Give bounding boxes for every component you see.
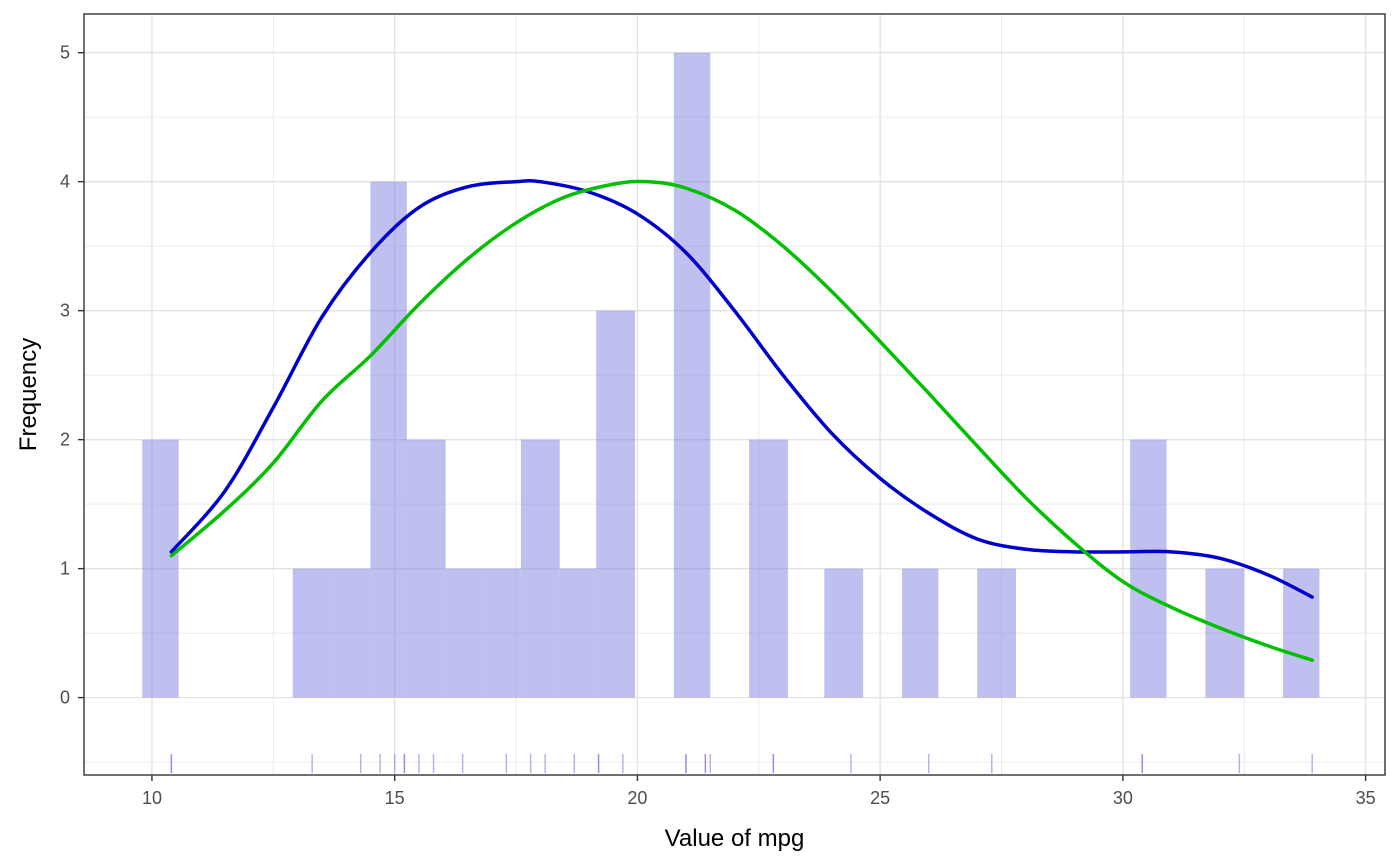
histogram-bar (406, 439, 446, 698)
histogram-bar (1283, 568, 1320, 698)
histogram-bar (370, 181, 407, 698)
histogram-bar (673, 52, 711, 698)
y-tick-label: 5 (60, 43, 70, 63)
histogram-bar (559, 568, 597, 698)
histogram-bar (520, 439, 560, 698)
histogram-bar (292, 568, 332, 698)
plot-border (83, 13, 1386, 776)
histogram-bar (1130, 439, 1167, 698)
density-curves (169, 178, 1314, 662)
density-curve-blue (169, 178, 1314, 599)
x-tick-label: 15 (385, 788, 405, 808)
y-tick-label: 0 (60, 688, 70, 708)
x-tick-label: 30 (1113, 788, 1133, 808)
histogram-bar (331, 568, 371, 698)
histogram-bar (142, 439, 179, 698)
y-tick-label: 3 (60, 301, 70, 321)
x-tick-label: 20 (627, 788, 647, 808)
plot-panel (84, 14, 1385, 775)
histogram-bar (445, 568, 483, 698)
x-tick-label: 35 (1356, 788, 1376, 808)
histogram-bar (1205, 568, 1245, 698)
x-axis-title: Value of mpg (665, 825, 805, 852)
histogram-bar (749, 439, 788, 698)
histogram-bar (482, 568, 521, 698)
y-tick-label: 2 (60, 430, 70, 450)
histogram-bar (824, 568, 864, 698)
histogram-bars (142, 52, 1320, 698)
axis-ticks: 10 15 20 25 30 35 0 1 2 3 4 5 (60, 43, 1376, 808)
grid-lines (84, 14, 1385, 775)
y-tick-label: 1 (60, 559, 70, 579)
y-tick-label: 4 (60, 172, 70, 192)
histogram-bar (901, 568, 939, 698)
rug-marks (170, 754, 1313, 773)
histogram-bar (977, 568, 1017, 698)
y-axis-title: Frequency (15, 338, 42, 451)
density-curve-green (169, 179, 1314, 662)
histogram-bar (596, 310, 635, 698)
x-tick-label: 25 (870, 788, 890, 808)
x-tick-label: 10 (142, 788, 162, 808)
